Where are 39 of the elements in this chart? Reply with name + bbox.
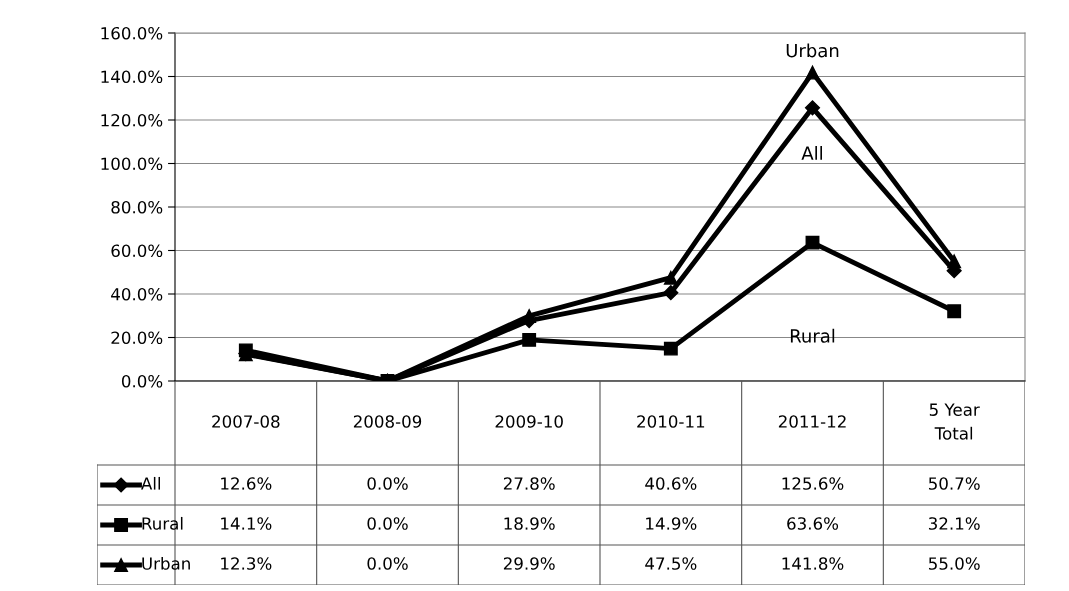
y-tick-label: 120.0% bbox=[101, 113, 163, 127]
y-tick-label: 100.0% bbox=[101, 157, 163, 171]
y-tick-label: 20.0% bbox=[111, 331, 163, 345]
data-label: 12.3% bbox=[221, 557, 272, 570]
x-tick-label: 2010-11 bbox=[637, 415, 705, 428]
legend-label: Rural bbox=[142, 516, 183, 530]
annotation: Rural bbox=[790, 328, 835, 343]
x-tick-label: 2008-09 bbox=[353, 415, 422, 428]
data-label: 29.9% bbox=[503, 557, 555, 570]
data-label: 55.0% bbox=[928, 557, 980, 570]
data-label: 47.5% bbox=[645, 557, 697, 570]
x-tick-label: 2009-10 bbox=[495, 415, 563, 428]
data-label: 40.6% bbox=[645, 477, 697, 490]
legend-label: Urban bbox=[142, 556, 190, 570]
data-label: 0.0% bbox=[367, 477, 408, 490]
data-label: 27.8% bbox=[503, 477, 555, 490]
y-tick-label: 80.0% bbox=[111, 200, 163, 214]
y-tick-label: 0.0% bbox=[121, 374, 163, 388]
data-label: 0.0% bbox=[367, 517, 408, 530]
x-tick-label: 2007-08 bbox=[212, 415, 280, 428]
data-label: 141.8% bbox=[782, 557, 844, 570]
x-tick-label: 5 Year Total bbox=[929, 403, 980, 440]
data-label: 63.6% bbox=[787, 517, 839, 530]
y-tick-label: 40.0% bbox=[111, 287, 163, 301]
data-label: 32.1% bbox=[928, 517, 980, 530]
y-tick-label: 60.0% bbox=[111, 244, 163, 258]
annotation: All bbox=[801, 146, 822, 160]
y-tick-label: 160.0% bbox=[101, 26, 163, 40]
data-label: 50.7% bbox=[928, 477, 980, 490]
annotation: Urban bbox=[786, 43, 839, 58]
data-label: 125.6% bbox=[782, 477, 844, 490]
data-label: 14.1% bbox=[221, 517, 272, 530]
legend-label: All bbox=[141, 476, 161, 490]
data-label: 18.9% bbox=[504, 517, 555, 530]
y-tick-label: 140.0% bbox=[101, 70, 163, 84]
x-tick-label: 2011-12 bbox=[778, 415, 846, 428]
data-label: 12.6% bbox=[221, 477, 272, 490]
data-label: 0.0% bbox=[367, 557, 408, 570]
data-label: 14.9% bbox=[646, 517, 697, 530]
